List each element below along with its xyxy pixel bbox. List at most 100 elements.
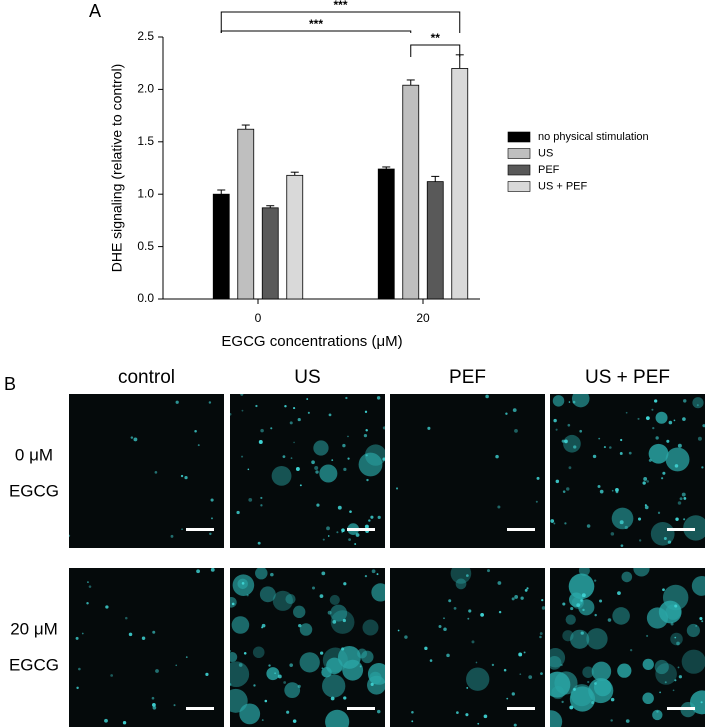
dot: [519, 673, 522, 675]
significance-label: **: [431, 31, 441, 45]
cell: [266, 667, 280, 681]
dot: [211, 517, 213, 520]
dot: [555, 479, 560, 484]
error-bar: [406, 79, 415, 86]
dot: [644, 505, 649, 510]
dot: [260, 504, 263, 507]
cells: [230, 568, 385, 727]
legend-swatch: [507, 148, 531, 159]
cell: [570, 629, 590, 649]
cell: [299, 623, 313, 636]
dot: [397, 629, 400, 632]
cell: [642, 658, 654, 671]
cell: [554, 671, 578, 695]
dot: [487, 569, 490, 573]
dot: [175, 400, 179, 404]
dot: [697, 436, 702, 441]
dot: [668, 420, 673, 425]
scale-bar: [186, 528, 214, 531]
micrograph: [230, 394, 385, 548]
dot: [696, 404, 699, 407]
dot: [673, 419, 676, 422]
cells: [550, 394, 705, 548]
dot: [268, 664, 271, 667]
dot: [497, 505, 501, 509]
dot: [336, 531, 339, 534]
dot: [424, 646, 428, 651]
dot: [699, 616, 703, 621]
dot: [480, 613, 484, 617]
dot: [240, 394, 244, 396]
dot: [298, 623, 302, 628]
dot: [456, 711, 459, 714]
dot: [86, 602, 89, 605]
cell: [358, 452, 383, 477]
cells: [69, 400, 214, 538]
image-background: [230, 394, 385, 548]
row-label: 20 μM: [10, 619, 58, 638]
dot: [674, 604, 678, 608]
dot: [151, 696, 155, 700]
bar: [286, 174, 304, 300]
scale-bar: [667, 707, 695, 710]
dot: [286, 710, 290, 714]
cell: [646, 607, 669, 629]
dot: [629, 649, 633, 652]
dot: [666, 439, 670, 443]
cell: [293, 605, 306, 619]
dot: [377, 709, 381, 714]
significance-bracket: [410, 44, 461, 57]
dot: [672, 689, 675, 692]
dot: [679, 497, 683, 501]
cell: [466, 667, 490, 691]
dot: [610, 697, 615, 702]
scale-bar: [667, 528, 695, 531]
cell: [565, 614, 576, 625]
dot: [290, 457, 293, 460]
dot: [677, 666, 680, 669]
cell: [230, 596, 237, 608]
cell: [662, 584, 689, 611]
dot: [580, 631, 584, 635]
dot: [255, 404, 258, 408]
dot: [343, 582, 347, 586]
row-label: EGCG: [9, 655, 59, 674]
cell: [588, 678, 614, 704]
cell: [578, 568, 590, 577]
cells: [550, 568, 705, 727]
dot: [617, 591, 621, 595]
dot: [491, 663, 495, 667]
cell: [230, 688, 248, 713]
cell: [617, 663, 632, 678]
dot: [695, 625, 697, 627]
dot: [81, 632, 84, 635]
cell: [648, 443, 669, 464]
dot: [365, 454, 368, 457]
cell: [313, 440, 329, 456]
dot: [382, 426, 385, 430]
dot: [365, 428, 368, 432]
dot: [468, 609, 472, 613]
cell: [259, 586, 276, 603]
cell: [371, 583, 385, 602]
dot: [181, 528, 183, 531]
error-bar: [217, 189, 226, 195]
dot: [337, 505, 342, 510]
dot: [599, 599, 603, 603]
error-bar: [382, 166, 391, 170]
cell: [612, 607, 630, 625]
dot: [210, 568, 215, 572]
dot: [133, 437, 138, 442]
dot: [514, 428, 518, 433]
dot: [347, 435, 349, 438]
dot: [637, 417, 640, 420]
dot: [570, 606, 574, 611]
dot: [676, 641, 680, 646]
significance-bracket: [220, 11, 461, 33]
dot: [194, 430, 197, 433]
cell: [284, 682, 301, 699]
dot: [701, 620, 704, 623]
cell: [551, 686, 565, 700]
dot: [607, 618, 612, 622]
cell: [330, 604, 348, 622]
